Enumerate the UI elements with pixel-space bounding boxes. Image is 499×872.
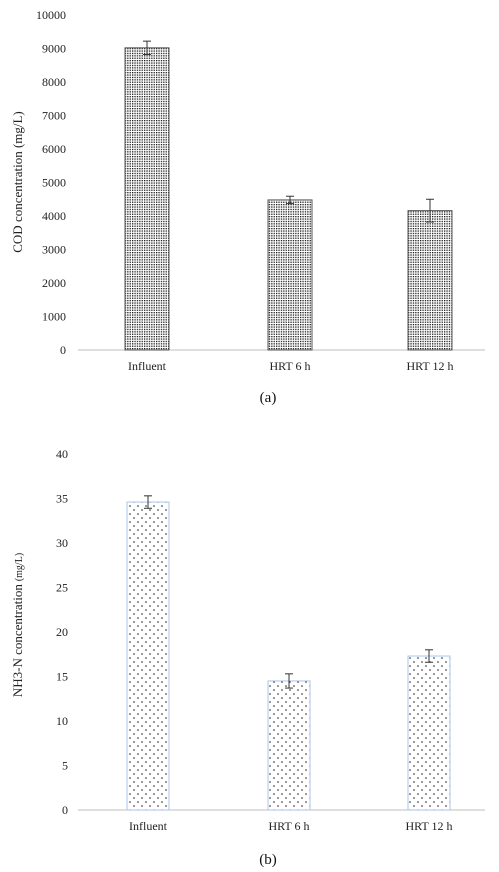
chart-a-y-tick-label: 10000	[36, 8, 66, 22]
chart-a-y-axis-title: COD concentration (mg/L)	[10, 111, 25, 253]
chart-a-error-bar-0	[143, 40, 151, 56]
chart-a-y-tick-label: 4000	[42, 209, 66, 223]
chart-a-y-tick-label: 8000	[42, 75, 66, 89]
chart-a-error-bars	[143, 40, 434, 223]
chart-b-y-axis-title-main: NH3-N concentration	[10, 584, 25, 697]
chart-b-y-tick-label: 40	[56, 447, 68, 461]
chart-b-y-tick-label: 25	[56, 581, 68, 595]
chart-b-bar-0	[126, 501, 170, 811]
chart-a-y-tick-label: 6000	[42, 142, 66, 156]
chart-b-x-tick-label: Influent	[129, 819, 168, 833]
chart-b-error-bars	[144, 495, 433, 689]
chart-b-y-tick-label: 5	[62, 759, 68, 773]
chart-a-x-tick-labels: Influent HRT 6 h HRT 12 h	[128, 359, 454, 373]
chart-a-y-tick-label: 5000	[42, 176, 66, 190]
chart-b-bars	[126, 501, 451, 811]
chart-a-x-tick-label: Influent	[128, 359, 167, 373]
chart-a-bar-0	[124, 47, 170, 351]
chart-a-error-bar-2	[426, 198, 434, 223]
chart-b-error-bar-1	[285, 673, 293, 689]
chart-b-y-tick-label: 15	[56, 670, 68, 684]
chart-b-y-tick-label: 0	[62, 803, 68, 817]
chart-a-y-tick-label: 9000	[42, 42, 66, 56]
chart-b-caption: (b)	[259, 852, 277, 868]
chart-a-y-tick-label: 1000	[42, 310, 66, 324]
chart-b-x-tick-labels: Influent HRT 6 h HRT 12 h	[129, 819, 453, 833]
chart-a-bar-1	[267, 199, 313, 351]
chart-b-y-tick-label: 10	[56, 714, 68, 728]
chart-b-x-tick-label: HRT 12 h	[405, 819, 452, 833]
chart-a-x-tick-label: HRT 12 h	[406, 359, 453, 373]
chart-b-bar-1	[267, 680, 311, 811]
chart-a-bar-2	[407, 210, 453, 351]
chart-b-y-tick-label: 30	[56, 536, 68, 550]
chart-a-y-tick-label: 2000	[42, 276, 66, 290]
chart-a-x-tick-label: HRT 6 h	[269, 359, 310, 373]
chart-b: 0 5 10 15 20 25 30 35 40 Influent HRT 6 h HRT 12 h…	[10, 447, 485, 868]
chart-b-y-axis-title-unit: (mg/L)	[14, 553, 25, 581]
chart-a-caption: (a)	[260, 390, 277, 406]
chart-a-y-tick-label: 3000	[42, 243, 66, 257]
chart-b-error-bar-2	[425, 649, 433, 663]
chart-b-y-axis-title: NH3-N concentration (mg/L)	[10, 553, 25, 697]
chart-b-y-ticks: 0 5 10 15 20 25 30 35 40	[56, 447, 68, 817]
chart-b-y-tick-label: 20	[56, 625, 68, 639]
chart-b-y-tick-label: 35	[56, 492, 68, 506]
chart-a: 0 1000 2000 3000 4000 5000 6000 7000 8000 9000 100…	[10, 8, 485, 406]
chart-a-bars	[124, 47, 453, 351]
chart-a-y-ticks: 0 1000 2000 3000 4000 5000 6000 7000 8000 9000 100…	[36, 8, 66, 357]
chart-a-error-bar-1	[286, 195, 294, 205]
chart-b-bar-2	[407, 655, 451, 811]
chart-a-y-tick-label: 7000	[42, 109, 66, 123]
chart-a-y-tick-label: 0	[60, 343, 66, 357]
chart-b-error-bar-0	[144, 495, 152, 509]
chart-b-x-tick-label: HRT 6 h	[268, 819, 309, 833]
